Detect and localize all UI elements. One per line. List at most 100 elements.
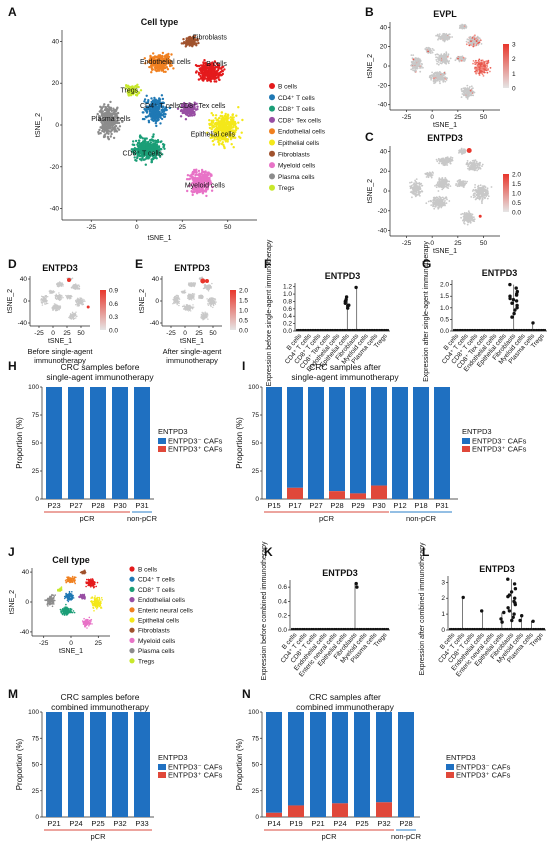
cell-point	[154, 145, 158, 149]
cell-point	[443, 37, 446, 40]
y-tick-label: 0	[383, 63, 387, 70]
cell-point	[224, 139, 228, 143]
cell-point	[451, 36, 453, 38]
cell-point	[135, 90, 138, 94]
cell-point	[475, 189, 478, 192]
legend-entry: Endothelial cells	[278, 129, 326, 136]
cell-point	[195, 102, 198, 106]
cell-point	[101, 129, 104, 133]
cell-point	[214, 117, 217, 120]
cell-point	[414, 179, 416, 182]
cell-point	[422, 66, 424, 69]
cell-point	[145, 137, 148, 140]
x-axis-label: tSNE_1	[147, 235, 171, 242]
cell-point	[477, 42, 480, 44]
cell-point	[109, 135, 113, 138]
legend-swatch	[269, 150, 275, 157]
cell-point	[156, 110, 159, 113]
cell-point	[413, 69, 416, 72]
cell-point	[147, 119, 150, 123]
cell-point	[460, 185, 462, 187]
cell-point	[109, 108, 112, 111]
cell-point	[444, 55, 447, 58]
cell-point	[416, 65, 419, 68]
cell-point	[185, 39, 188, 43]
cell-point	[478, 164, 481, 167]
cell-point	[486, 194, 488, 197]
cell-point	[221, 141, 224, 144]
cell-point	[157, 57, 161, 60]
cell-point	[481, 163, 484, 166]
cell-point	[421, 190, 424, 193]
cell-point	[153, 55, 157, 58]
cell-point	[464, 24, 467, 27]
cell-point	[232, 146, 235, 149]
cell-point	[412, 193, 415, 195]
cell-point	[448, 183, 450, 186]
cell-point	[153, 106, 156, 109]
cell-point	[144, 140, 147, 143]
cell-point	[141, 117, 145, 121]
cell-point	[425, 173, 427, 176]
cell-point	[451, 157, 454, 159]
cell-point	[182, 109, 185, 113]
cell-point	[213, 73, 216, 76]
cell-point	[440, 62, 443, 65]
cell-point	[413, 190, 416, 193]
cell-point	[190, 43, 193, 47]
scatter-points	[410, 23, 492, 100]
cell-point	[205, 73, 208, 76]
cell-point	[157, 107, 161, 111]
cell-point	[447, 158, 450, 161]
cell-point	[433, 207, 436, 210]
cell-point	[435, 34, 437, 37]
cell-point	[476, 35, 479, 38]
cell-point	[129, 90, 132, 93]
legend-swatch	[269, 83, 275, 89]
x-tick-label: -25	[87, 224, 97, 231]
cell-point	[125, 84, 128, 87]
cell-point	[147, 115, 150, 118]
cell-point	[444, 35, 446, 37]
cell-point	[436, 160, 439, 163]
cell-point	[199, 174, 202, 177]
cell-point	[197, 41, 200, 45]
cell-point	[431, 51, 434, 54]
cell-point	[470, 85, 473, 88]
cell-point	[461, 90, 463, 93]
cell-point	[477, 162, 479, 165]
cell-point	[208, 126, 212, 130]
cell-point	[438, 33, 441, 35]
cell-point	[231, 116, 234, 119]
cell-point	[219, 114, 222, 118]
cell-point	[134, 139, 138, 143]
cluster-label: Tregs	[121, 88, 139, 95]
cell-point	[475, 38, 477, 40]
cell-point	[156, 139, 160, 142]
cell-point	[439, 160, 441, 163]
cell-point	[429, 50, 432, 52]
cell-point	[211, 71, 214, 74]
panel-title: Cell type	[141, 17, 179, 27]
cell-point	[444, 80, 447, 83]
cell-point	[191, 193, 194, 197]
cell-point	[107, 137, 110, 140]
cell-point	[168, 58, 171, 62]
cell-point	[470, 196, 473, 198]
cell-point	[217, 143, 221, 146]
cell-point	[444, 157, 447, 160]
cell-point	[202, 64, 205, 67]
cell-point	[165, 59, 168, 62]
cell-point	[459, 179, 461, 181]
cell-point	[162, 105, 165, 108]
cell-point	[474, 184, 476, 186]
cell-point	[193, 103, 197, 106]
cell-point	[475, 69, 478, 71]
cell-point	[191, 170, 195, 174]
cell-point	[477, 61, 480, 63]
cell-point	[447, 33, 450, 36]
cell-point	[106, 129, 109, 132]
cell-point	[163, 115, 167, 118]
cell-point	[154, 68, 157, 72]
cell-point	[180, 105, 183, 108]
